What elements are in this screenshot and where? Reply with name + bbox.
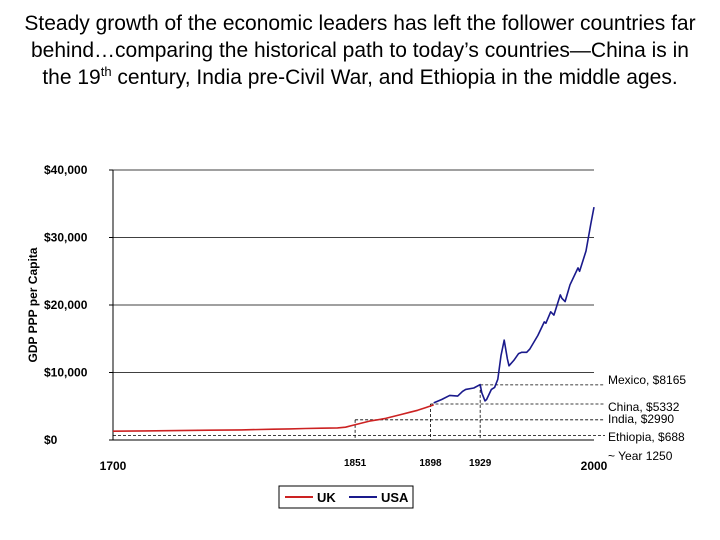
series-line-usa <box>433 206 595 404</box>
title-sup: th <box>100 64 112 79</box>
axes <box>109 169 594 441</box>
y-tick-label: $10,000 <box>44 366 88 380</box>
series-lines <box>112 206 595 432</box>
x-tick-label: 2000 <box>581 459 608 473</box>
title-part2: century, India pre-Civil War, and Ethiop… <box>111 66 678 89</box>
legend-label: UK <box>317 490 336 505</box>
legend-label: USA <box>381 490 409 505</box>
y-tick-label: $20,000 <box>44 298 88 312</box>
y-tick-label: $30,000 <box>44 231 88 245</box>
x-tick-label: 1851 <box>344 458 367 469</box>
y-axis-label: GDP PPP per Capita <box>26 247 40 362</box>
series-line-uk <box>112 404 434 432</box>
legend: UK USA <box>278 485 414 509</box>
title-part1: Steady growth of the economic leaders ha… <box>24 12 696 89</box>
x-tick-label: 1700 <box>100 459 127 473</box>
x-tick-label: 1898 <box>419 458 442 469</box>
reference-label: Mexico, $8165 <box>608 373 686 387</box>
y-tick-label: $40,000 <box>44 163 88 177</box>
reference-label: ~ Year 1250 <box>608 449 673 463</box>
reference-label: Ethiopia, $688 <box>608 430 685 444</box>
reference-label: India, $2990 <box>608 412 674 426</box>
x-tick-label: 1929 <box>469 458 492 469</box>
x-tick-labels: 1700 1851 1898 1929 2000 <box>100 458 608 473</box>
gridlines <box>113 169 594 373</box>
reference-label: China, $5332 <box>608 400 680 414</box>
y-tick-label: $0 <box>44 433 58 447</box>
reference-lines <box>113 384 605 440</box>
y-tick-labels: $0 $10,000 $20,000 $30,000 $40,000 <box>44 163 88 447</box>
chart-title: Steady growth of the economic leaders ha… <box>20 10 700 91</box>
legend-box <box>278 485 414 509</box>
